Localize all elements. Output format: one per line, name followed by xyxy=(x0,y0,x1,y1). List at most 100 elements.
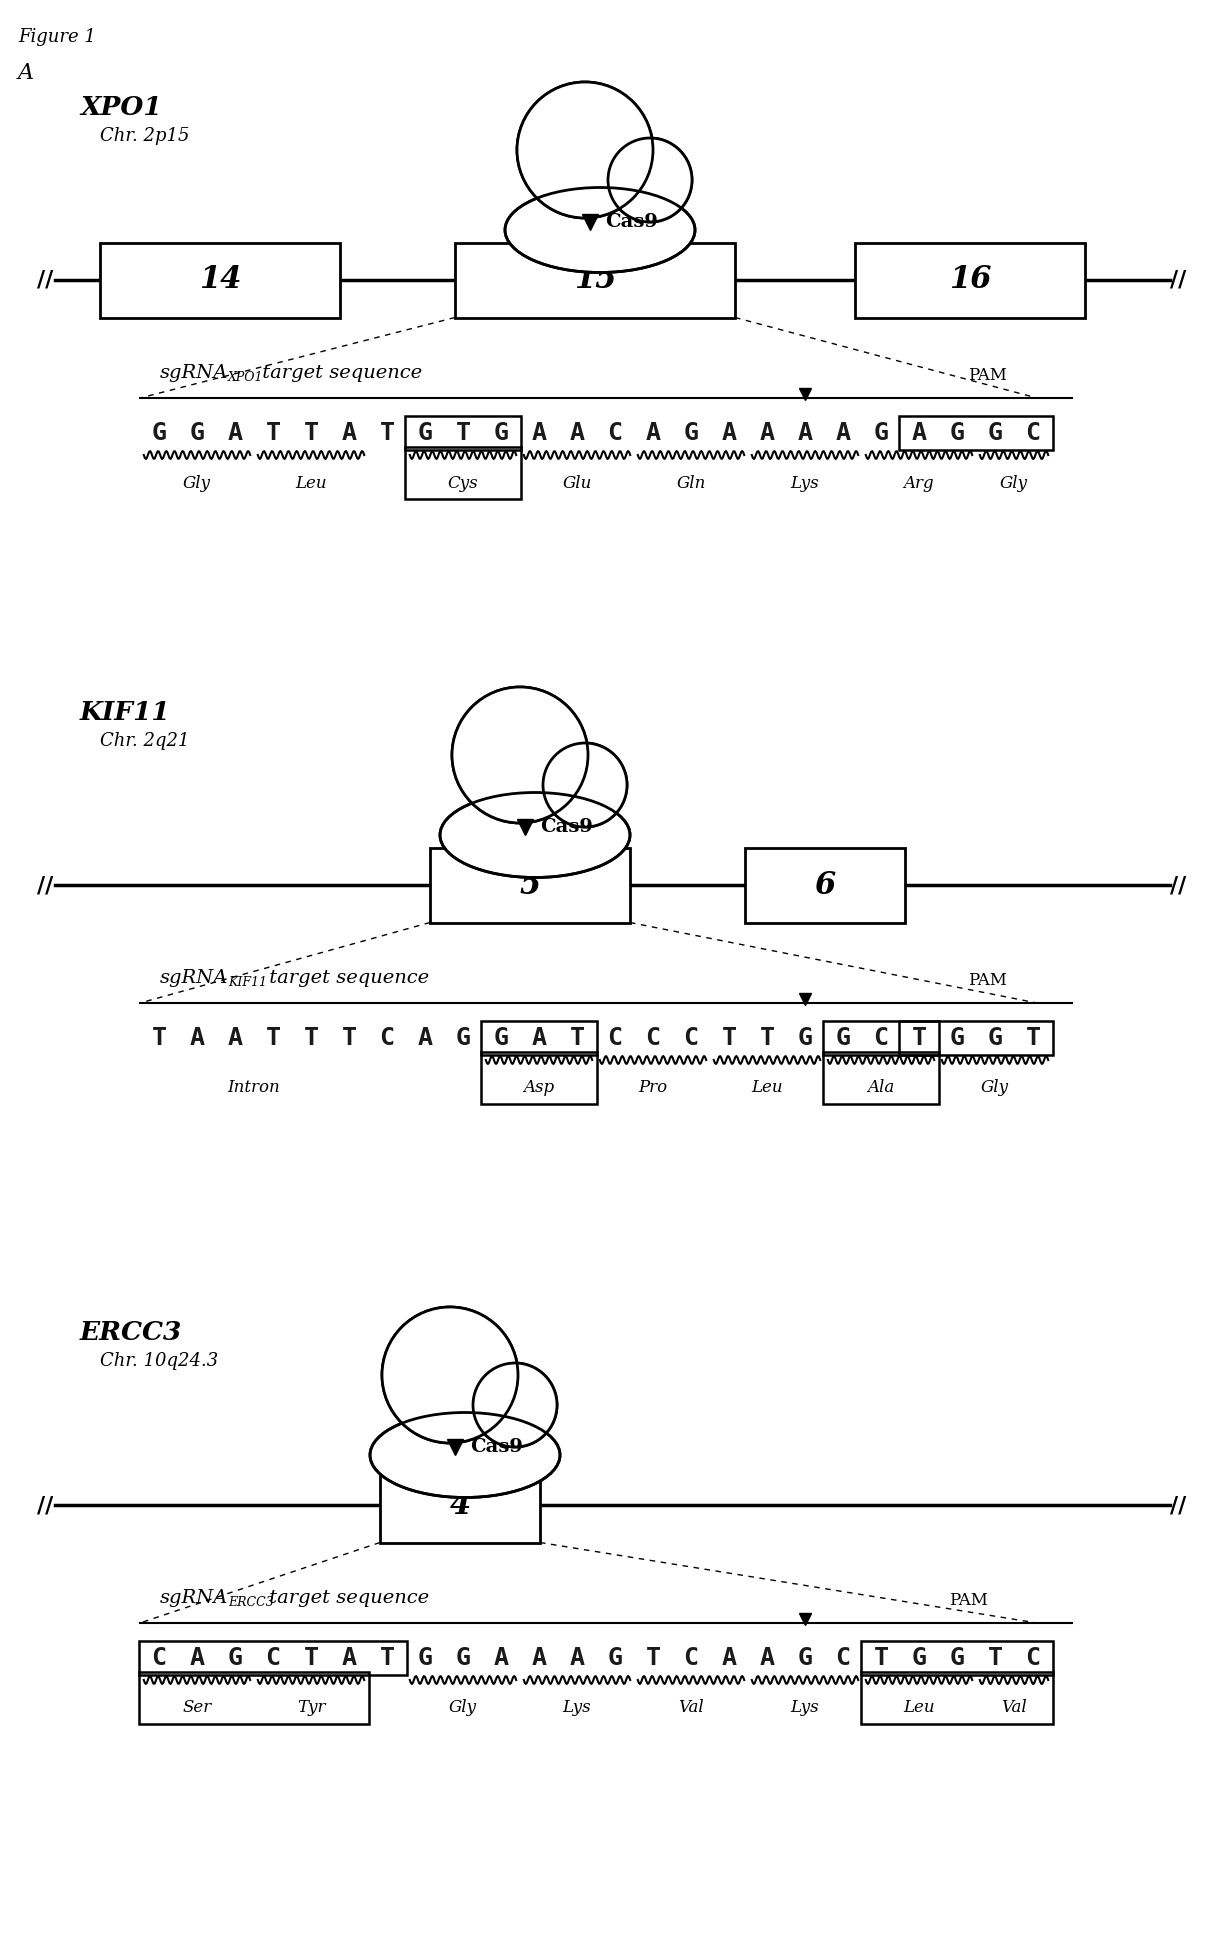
Text: T: T xyxy=(304,1026,319,1051)
Text: G: G xyxy=(950,1026,965,1051)
Text: Intron: Intron xyxy=(227,1080,281,1096)
Text: target sequence: target sequence xyxy=(263,1588,429,1607)
Text: G: G xyxy=(988,421,1002,444)
Circle shape xyxy=(452,686,589,822)
Circle shape xyxy=(608,138,692,221)
Text: Lys: Lys xyxy=(791,475,819,491)
Ellipse shape xyxy=(505,188,695,273)
Ellipse shape xyxy=(440,793,630,878)
Text: //: // xyxy=(1170,874,1186,896)
Text: C: C xyxy=(265,1646,281,1669)
Text: A: A xyxy=(722,421,736,444)
Text: Cas9: Cas9 xyxy=(540,818,593,836)
Text: 5: 5 xyxy=(519,869,541,900)
Text: Chr. 10q24.3: Chr. 10q24.3 xyxy=(100,1351,219,1371)
Circle shape xyxy=(608,138,692,221)
Text: A: A xyxy=(646,421,661,444)
Text: A: A xyxy=(759,1646,774,1669)
Text: sgRNA: sgRNA xyxy=(160,970,228,987)
Text: Gly: Gly xyxy=(449,1699,477,1716)
Text: T: T xyxy=(912,1026,927,1051)
Text: C: C xyxy=(646,1026,661,1051)
Text: Gly: Gly xyxy=(980,1080,1009,1096)
Text: T: T xyxy=(722,1026,736,1051)
Text: T: T xyxy=(304,1646,319,1669)
Text: G: G xyxy=(151,421,166,444)
Text: C: C xyxy=(684,1026,698,1051)
Text: XPO1: XPO1 xyxy=(81,95,161,120)
Text: Tyr: Tyr xyxy=(297,1699,325,1716)
Text: T: T xyxy=(380,421,394,444)
Circle shape xyxy=(473,1363,557,1446)
Text: sgRNA: sgRNA xyxy=(160,365,228,382)
Text: T: T xyxy=(265,421,281,444)
Text: G: G xyxy=(797,1026,812,1051)
Text: G: G xyxy=(455,1646,470,1669)
Ellipse shape xyxy=(370,1412,560,1497)
Text: target sequence: target sequence xyxy=(263,970,429,987)
Text: G: G xyxy=(988,1026,1002,1051)
Text: A: A xyxy=(418,1026,432,1051)
Text: Arg: Arg xyxy=(904,475,934,491)
Text: A: A xyxy=(569,1646,585,1669)
Circle shape xyxy=(473,1363,557,1446)
Text: A: A xyxy=(835,421,851,444)
Text: PAM: PAM xyxy=(968,366,1007,384)
Text: A: A xyxy=(342,421,357,444)
Text: 4: 4 xyxy=(449,1489,470,1520)
Text: Glu: Glu xyxy=(563,475,592,491)
Text: G: G xyxy=(418,1646,432,1669)
Text: Ser: Ser xyxy=(182,1699,211,1716)
Text: Lys: Lys xyxy=(791,1699,819,1716)
Text: target sequence: target sequence xyxy=(256,365,422,382)
Text: G: G xyxy=(950,1646,965,1669)
Text: A: A xyxy=(759,421,774,444)
Text: A: A xyxy=(722,1646,736,1669)
Text: G: G xyxy=(873,421,889,444)
Text: T: T xyxy=(1026,1026,1040,1051)
Text: ERCC3: ERCC3 xyxy=(81,1320,182,1346)
Text: C: C xyxy=(835,1646,851,1669)
Text: A: A xyxy=(569,421,585,444)
Circle shape xyxy=(452,686,589,822)
Text: A: A xyxy=(189,1026,204,1051)
Text: Asp: Asp xyxy=(524,1080,554,1096)
Text: Pro: Pro xyxy=(639,1080,668,1096)
Text: G: G xyxy=(227,1646,243,1669)
Text: //: // xyxy=(1170,1495,1186,1516)
Text: A: A xyxy=(227,421,243,444)
Text: G: G xyxy=(797,1646,812,1669)
FancyBboxPatch shape xyxy=(855,242,1085,318)
Text: 15: 15 xyxy=(574,264,617,295)
Text: T: T xyxy=(759,1026,774,1051)
Text: PAM: PAM xyxy=(968,971,1007,989)
Text: T: T xyxy=(380,1646,394,1669)
Text: A: A xyxy=(531,1646,547,1669)
Text: C: C xyxy=(1026,1646,1040,1669)
Text: A: A xyxy=(531,421,547,444)
Text: //: // xyxy=(1170,270,1186,291)
Text: G: G xyxy=(455,1026,470,1051)
Text: A: A xyxy=(493,1646,508,1669)
Circle shape xyxy=(382,1307,518,1443)
Text: //: // xyxy=(37,270,54,291)
Text: C: C xyxy=(1026,421,1040,444)
Text: G: G xyxy=(912,1646,927,1669)
Text: C: C xyxy=(608,421,623,444)
Text: C: C xyxy=(608,1026,623,1051)
Text: Chr. 2q21: Chr. 2q21 xyxy=(100,733,189,750)
Circle shape xyxy=(543,743,628,828)
Text: A: A xyxy=(227,1026,243,1051)
Text: Gly: Gly xyxy=(183,475,211,491)
Text: G: G xyxy=(950,421,965,444)
Text: A: A xyxy=(912,421,927,444)
Text: //: // xyxy=(37,1495,54,1516)
Circle shape xyxy=(382,1307,518,1443)
Text: G: G xyxy=(418,421,432,444)
Text: A: A xyxy=(189,1646,204,1669)
Text: C: C xyxy=(873,1026,889,1051)
Text: C: C xyxy=(151,1646,166,1669)
Text: Cas9: Cas9 xyxy=(470,1439,523,1456)
Text: G: G xyxy=(684,421,698,444)
Text: Leu: Leu xyxy=(904,1699,935,1716)
